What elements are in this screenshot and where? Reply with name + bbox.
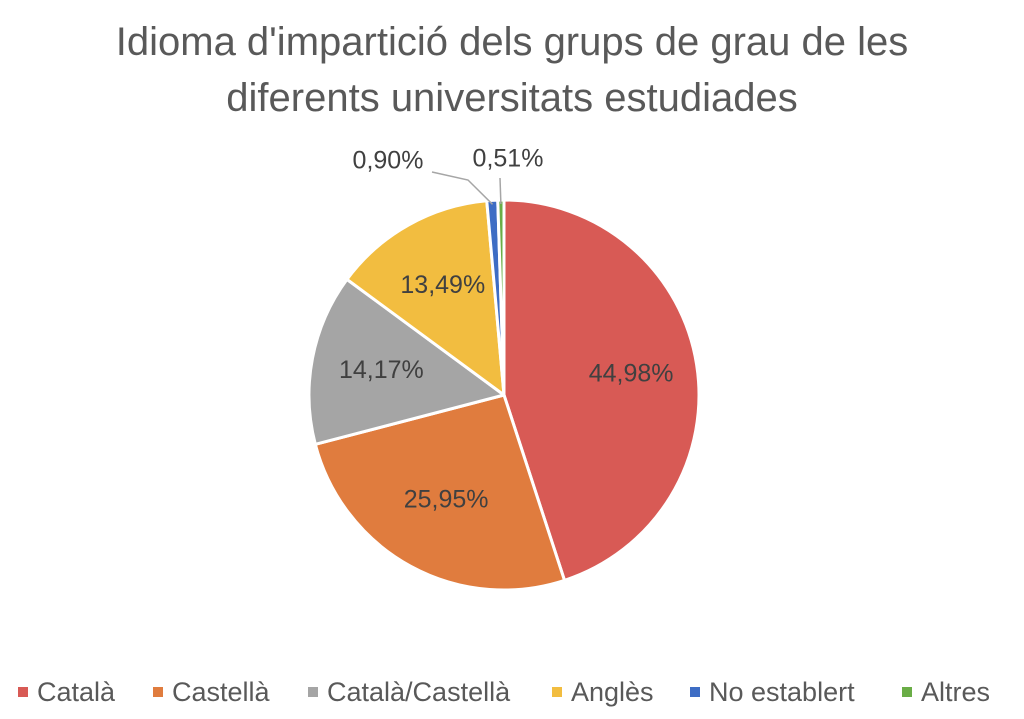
legend-label-catala-castella: Català/Castellà: [327, 676, 511, 707]
legend-label-altres: Altres: [921, 676, 991, 707]
legend-swatch-altres: [902, 687, 912, 697]
data-label-angles: 13,49%: [400, 271, 485, 299]
pie-slice-castella: [313, 393, 566, 592]
leader-line-no-establert: [431, 171, 494, 205]
data-label-catala: 44,98%: [589, 359, 674, 387]
pie-slice-catala: [502, 198, 701, 582]
legend-label-catala: Català: [37, 676, 116, 707]
data-label-catala-castella: 14,17%: [339, 356, 424, 384]
data-label-no-establert: 0,90%: [353, 147, 424, 175]
pie-slice-angles: [345, 199, 506, 397]
leader-line-altres: [499, 177, 502, 205]
chart-title: Idioma d'impartició dels grups de grau d…: [0, 14, 1024, 126]
legend-item-altres: Altres: [902, 672, 990, 712]
chart-title-line-2: diferents universitats estudiades: [226, 76, 798, 120]
legend-item-castella: Castellà: [153, 672, 270, 712]
legend-label-castella: Castellà: [172, 676, 270, 707]
legend-item-catala: Català: [18, 672, 115, 712]
legend-item-angles: Anglès: [552, 672, 654, 712]
legend-item-no-establert: No establert: [690, 672, 855, 712]
pie-slice-catala-castella: [307, 277, 506, 446]
legend-swatch-angles: [552, 687, 562, 697]
legend-item-catala-castella: Català/Castellà: [308, 672, 510, 712]
chart-title-line-1: Idioma d'impartició dels grups de grau d…: [115, 20, 909, 64]
legend-label-angles: Anglès: [571, 676, 654, 707]
data-label-altres: 0,51%: [473, 145, 544, 173]
legend-swatch-catala: [18, 687, 28, 697]
legend-swatch-catala-castella: [308, 687, 318, 697]
legend-label-no-establert: No establert: [709, 676, 855, 707]
chart-legend: Català Castellà Català/Castellà Anglès N…: [0, 672, 1024, 712]
data-label-castella: 25,95%: [404, 486, 489, 514]
legend-swatch-castella: [153, 687, 163, 697]
legend-swatch-no-establert: [690, 687, 700, 697]
